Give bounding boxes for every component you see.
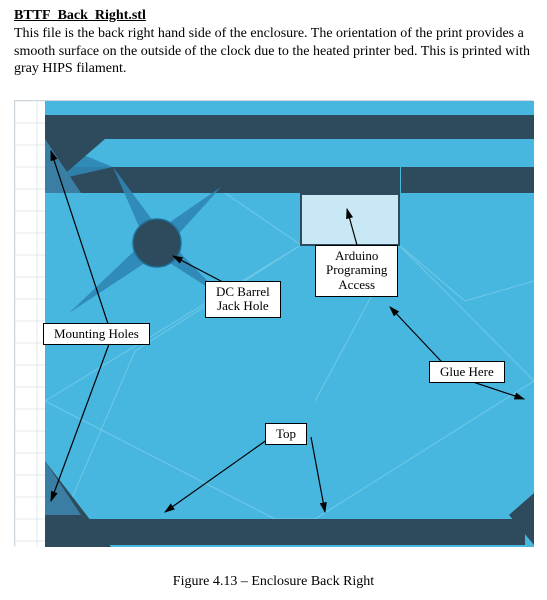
figure-caption: Figure 4.13 – Enclosure Back Right	[14, 574, 533, 590]
callout-top: Top	[265, 423, 307, 446]
file-description: This file is the back right hand side of…	[14, 25, 533, 78]
callout-label: Programing	[326, 262, 387, 277]
callout-label: Access	[338, 277, 375, 292]
callout-glue-here: Glue Here	[429, 361, 505, 384]
callout-label: Top	[276, 426, 296, 441]
callout-arduino-access: Arduino Programing Access	[315, 245, 398, 298]
page: BTTF_Back_Right.stl This file is the bac…	[0, 0, 547, 600]
callout-label: DC Barrel	[216, 284, 270, 299]
callout-label: Jack Hole	[217, 298, 269, 313]
callout-label: Glue Here	[440, 364, 494, 379]
callout-label: Arduino	[335, 248, 378, 263]
callout-mounting-holes: Mounting Holes	[43, 323, 150, 346]
callout-label: Mounting Holes	[54, 326, 139, 341]
file-title: BTTF_Back_Right.stl	[14, 8, 533, 24]
callout-dc-barrel-jack: DC Barrel Jack Hole	[205, 281, 281, 319]
figure-panel: Mounting Holes DC Barrel Jack Hole Ardui…	[14, 100, 533, 546]
